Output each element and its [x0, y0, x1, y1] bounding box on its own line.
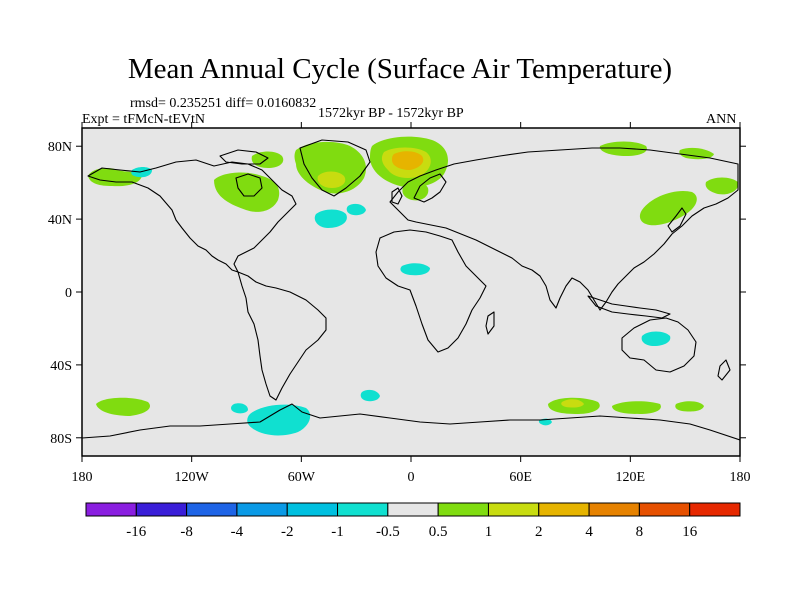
lon-tick-label: 0 — [408, 470, 415, 485]
anomaly-weddell — [247, 404, 311, 436]
coast-eurasia — [389, 147, 739, 311]
colorbar-label: 8 — [636, 524, 644, 540]
coast-japan — [667, 207, 687, 233]
lon-tick-label: 120W — [175, 470, 210, 485]
anomaly-east-siberia — [679, 147, 714, 160]
lon-tick-label: 180 — [72, 470, 93, 485]
lon-tick-label: 60E — [509, 470, 532, 485]
lat-tick-label: 80N — [48, 140, 72, 155]
season-label: ANN — [706, 112, 737, 127]
lon-tick-label: 120E — [616, 470, 646, 485]
colorbar-label: -8 — [180, 524, 193, 540]
lon-tick-label: 180 — [730, 470, 751, 485]
stats-label: rmsd= 0.235251 diff= 0.0160832 — [130, 96, 317, 111]
lon-tick-label: 60W — [288, 470, 316, 485]
anomaly-weddell-2 — [360, 389, 380, 402]
anomaly-north-africa — [400, 263, 430, 276]
coastlines — [82, 139, 740, 441]
colorbar-swatch — [337, 502, 389, 517]
colorbar-label: -4 — [231, 524, 244, 540]
colorbar-swatch — [689, 502, 741, 517]
longitude-axis: 180 120W 60W 0 60E 120E 180 — [72, 122, 751, 485]
coast-new-zealand — [717, 359, 731, 381]
latitude-axis: 80N 40N 0 40S 80S — [48, 140, 746, 447]
colorbar-label: 16 — [682, 524, 698, 540]
anomaly-south-pacific-2 — [675, 401, 704, 412]
colorbar-swatch — [487, 502, 540, 517]
anomaly-indian-ocean-core — [561, 399, 584, 408]
coast-madagascar — [485, 311, 495, 335]
colorbar-swatch — [437, 502, 489, 517]
lat-tick-label: 0 — [65, 286, 72, 301]
anomaly-south-pacific — [612, 401, 661, 414]
colorbar-swatch — [286, 502, 339, 517]
colorbar-label: 1 — [485, 524, 493, 540]
anomaly-north-atlantic — [314, 209, 347, 228]
coast-south-america — [237, 271, 327, 401]
anomaly-ross-sea — [96, 397, 150, 416]
coast-africa — [375, 229, 487, 353]
colorbar-swatch — [387, 502, 439, 517]
anomaly-north-atlantic-2 — [346, 203, 366, 216]
colorbar-label: 0.5 — [429, 524, 448, 540]
colorbar-label: -0.5 — [376, 524, 400, 540]
coast-hudson-bay — [235, 173, 263, 197]
colorbar-label: -1 — [331, 524, 344, 540]
anomaly-scandinavia — [402, 181, 429, 201]
coast-indonesia — [587, 295, 671, 319]
anomaly-central-canada — [214, 172, 280, 212]
coast-australia — [621, 317, 697, 373]
coast-uk — [391, 187, 403, 205]
anomaly-canada-arctic — [251, 151, 284, 168]
anomaly-greenland — [294, 141, 367, 194]
colorbar-swatch — [186, 502, 238, 517]
colorbar: -16 -8 -4 -2 -1 -0.5 0.5 1 2 4 8 16 — [85, 502, 741, 540]
anomaly-australia — [641, 331, 671, 346]
colorbar-swatch — [638, 502, 691, 517]
coast-greenland — [299, 139, 371, 197]
anomaly-greenland-core — [317, 171, 346, 188]
anomaly-east-russia — [705, 177, 739, 195]
lat-tick-label: 40N — [48, 213, 72, 228]
colorbar-swatch — [538, 502, 590, 517]
lat-tick-label: 40S — [50, 359, 72, 374]
anomaly-layer — [88, 136, 739, 436]
coast-antarctica — [82, 403, 740, 441]
anomaly-ne-asia — [639, 190, 697, 226]
colorbar-label: 4 — [585, 524, 593, 540]
colorbar-label: -16 — [126, 524, 146, 540]
period-label: 1572kyr BP - 1572kyr BP — [318, 106, 464, 121]
colorbar-swatch — [135, 502, 188, 517]
colorbar-label: 2 — [535, 524, 543, 540]
colorbar-swatch — [588, 502, 640, 517]
coast-north-america — [87, 159, 297, 273]
chart-title: Mean Annual Cycle (Surface Air Temperatu… — [127, 53, 673, 85]
experiment-label: Expt = tFMcN-tEVtN — [82, 112, 205, 127]
coast-arctic-islands — [219, 149, 269, 165]
lat-tick-label: 80S — [50, 432, 72, 447]
colorbar-swatch — [236, 502, 288, 517]
colorbar-swatch — [85, 502, 137, 517]
anomaly-south-ocean-cold — [231, 403, 248, 414]
colorbar-label: -2 — [281, 524, 294, 540]
coast-scandinavia — [413, 173, 447, 203]
anomaly-barents-core — [392, 151, 424, 170]
